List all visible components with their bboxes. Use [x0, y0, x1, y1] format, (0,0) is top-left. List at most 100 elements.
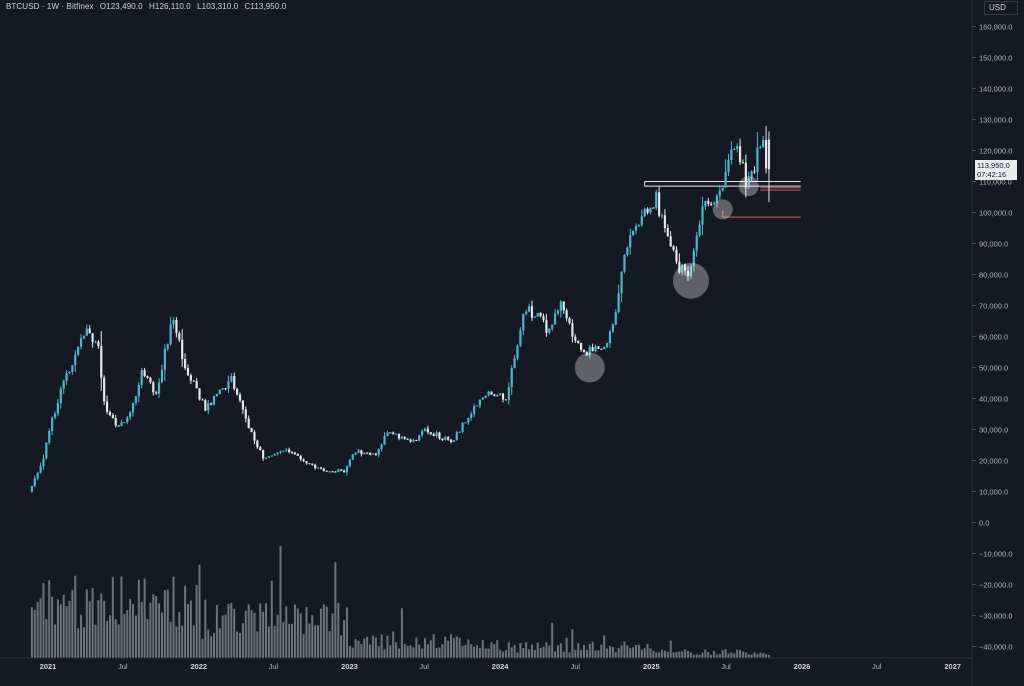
candle-body — [334, 471, 337, 473]
candle-body — [738, 146, 742, 163]
volume-bar — [334, 562, 337, 658]
volume-bar — [85, 589, 88, 658]
volume-bar — [54, 624, 57, 658]
volume-bar — [724, 649, 727, 658]
time-tick-label: 2022 — [190, 662, 207, 671]
volume-bar — [230, 602, 233, 658]
volume-bar — [68, 600, 71, 658]
candle-body — [551, 324, 554, 329]
candle-body — [340, 469, 343, 471]
candle-body — [712, 203, 716, 205]
candle-body — [288, 449, 291, 452]
price-tick-label: −40,000.0 — [979, 643, 1013, 652]
candle-body — [290, 451, 294, 453]
candle-body — [389, 432, 392, 434]
candle-body — [97, 341, 100, 347]
candle-body — [181, 339, 184, 360]
price-tick-label: 130,000.0 — [979, 116, 1012, 125]
volume-bar — [158, 603, 161, 658]
candle-body — [473, 406, 476, 414]
volume-bar — [132, 604, 135, 658]
candle-body — [499, 393, 502, 395]
currency-button[interactable]: USD — [984, 1, 1018, 15]
current-price-tag: 113,950.0 07:42:16 — [975, 160, 1017, 180]
highlight-circle — [574, 352, 605, 383]
volume-bar — [744, 652, 747, 658]
volume-bar — [371, 635, 374, 658]
candle-body — [513, 358, 516, 368]
volume-bar — [551, 622, 554, 658]
volume-bar — [106, 621, 109, 658]
volume-bar — [146, 618, 149, 658]
candle-body — [447, 437, 450, 440]
candle-body — [39, 466, 42, 474]
candle-body — [322, 468, 325, 471]
volume-bar — [374, 637, 377, 658]
candle-body — [571, 323, 574, 337]
candle-body — [481, 397, 484, 400]
candle-body — [475, 405, 479, 407]
candle-body — [585, 352, 588, 356]
volume-bar — [438, 647, 441, 658]
time-tick-label: Jul — [118, 662, 128, 671]
candle-body — [51, 417, 54, 432]
volume-bar — [97, 600, 100, 658]
volume-bar — [149, 602, 152, 658]
candle-body — [715, 195, 719, 204]
candle-body — [233, 375, 236, 389]
candle-body — [146, 376, 149, 378]
price-tick-label: −10,000.0 — [979, 550, 1013, 559]
volume-bar — [721, 650, 724, 658]
volume-bar — [452, 638, 455, 658]
time-tick-label: 2021 — [40, 662, 57, 671]
volume-bar — [620, 645, 623, 658]
candle-body — [487, 391, 490, 396]
candle-body — [123, 422, 126, 424]
volume-bar — [351, 647, 354, 658]
volume-bar — [626, 645, 629, 658]
candle-body — [331, 471, 334, 473]
candle-body — [192, 380, 195, 382]
symbol-header[interactable]: BTCUSD · 1W · Bitfinex O123,490.0 H126,1… — [6, 2, 290, 11]
volume-bar — [259, 603, 262, 658]
candle-body — [79, 338, 83, 347]
volume-bar — [580, 650, 583, 658]
candle-body — [478, 399, 482, 406]
candle-body — [360, 450, 363, 455]
candle-body — [105, 401, 109, 412]
volume-bar — [56, 599, 59, 658]
candle-body — [250, 428, 253, 433]
volume-bar — [175, 626, 178, 658]
candle-body — [111, 415, 114, 419]
candle-body — [394, 433, 398, 435]
volume-bar — [233, 608, 236, 658]
candle-body — [600, 348, 603, 350]
candle-body — [316, 467, 320, 469]
volume-bar — [473, 646, 476, 658]
candle-body — [172, 320, 175, 325]
volume-bar — [322, 604, 325, 658]
volume-bar — [585, 649, 588, 658]
candle-body — [574, 336, 577, 341]
volume-bar — [588, 643, 591, 658]
candle-body — [357, 450, 360, 453]
volume-bar — [311, 615, 314, 658]
volume-bar — [415, 637, 418, 658]
candle-body — [175, 320, 178, 334]
candle-body — [516, 345, 519, 359]
time-tick-label: 2024 — [492, 662, 510, 671]
volume-bar — [504, 649, 507, 658]
volume-bar — [186, 603, 189, 658]
price-tick-label: 150,000.0 — [979, 54, 1012, 63]
candle-body — [210, 403, 213, 405]
candle-body — [577, 340, 580, 343]
volume-bar — [204, 599, 207, 658]
candle-body — [634, 226, 638, 231]
candle-body — [383, 436, 386, 445]
volume-bar — [481, 640, 484, 658]
volume-bar — [317, 625, 320, 658]
ohlc-open: O123,490.0 — [99, 2, 143, 11]
highlight-circles — [574, 176, 759, 383]
volume-bar — [273, 625, 276, 658]
